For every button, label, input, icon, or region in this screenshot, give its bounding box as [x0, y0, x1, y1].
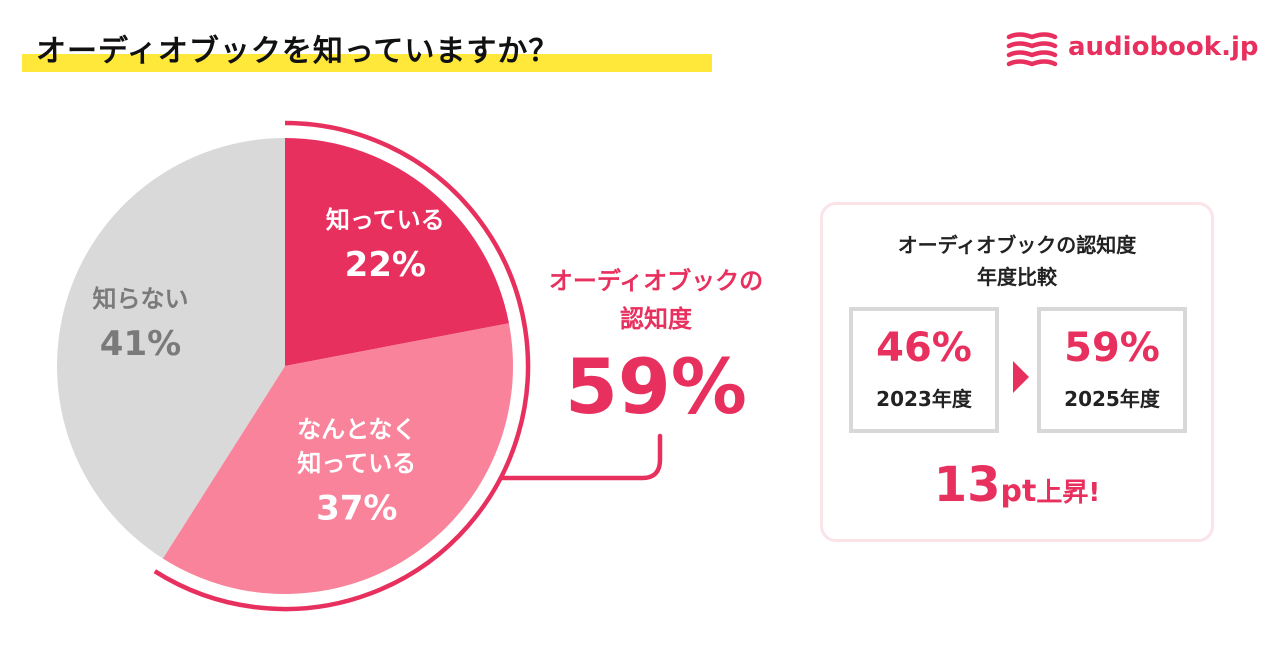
increase-number: 13 [933, 457, 1001, 513]
comparison-title: オーディオブックの認知度 年度比較 [823, 229, 1211, 293]
pie-label-somewhat-known: なんとなく [297, 416, 416, 444]
pie-slice-known [285, 138, 509, 366]
increase-suffix: 上昇! [1036, 478, 1101, 508]
pie-label-known: 知っている [326, 206, 445, 234]
pie-label-unknown: 知らない [92, 285, 188, 313]
page-title: オーディオブックを知っていますか？ [36, 34, 560, 69]
callout-label-line: オーディオブックの [548, 267, 764, 295]
increase-unit: pt [1000, 474, 1037, 509]
pie-slice-somewhat-known [162, 323, 514, 594]
year-value: 59% [1064, 325, 1160, 371]
year-label: 2023年度 [876, 387, 972, 411]
comparison-title-line: オーディオブックの認知度 [897, 233, 1137, 257]
year-box-2025: 59% 2025年度 [1037, 307, 1187, 433]
pie-slice-unknown [57, 138, 285, 559]
logo: audiobook.jp [1006, 28, 1259, 72]
callout-label-line: 認知度 [620, 305, 692, 333]
pie-value-somewhat-known: 37% [316, 489, 397, 529]
pie-value-unknown: 41% [100, 324, 181, 364]
book-stack-icon [1006, 32, 1058, 67]
year-value: 46% [876, 325, 972, 371]
year-label: 2025年度 [1064, 387, 1160, 411]
arrow-right-icon [1013, 361, 1029, 393]
increase-text: 13pt上昇! [823, 457, 1211, 513]
pie-label-somewhat-known: 知っている [297, 450, 416, 478]
callout-value: 59% [565, 342, 747, 431]
highlight-ring [153, 120, 531, 612]
year-box-2023: 46% 2023年度 [849, 307, 999, 433]
callout-label: オーディオブックの 認知度 [516, 262, 796, 338]
title-banner: オーディオブックを知っていますか？ [22, 18, 712, 74]
pie-value-known: 22% [345, 245, 426, 285]
comparison-card: オーディオブックの認知度 年度比較 46% 2023年度 59% 2025年度 … [820, 202, 1214, 542]
logo-text: audiobook.jp [1068, 32, 1259, 62]
callout-connector [498, 433, 663, 481]
comparison-title-line: 年度比較 [977, 265, 1057, 289]
title-highlight [22, 54, 712, 72]
